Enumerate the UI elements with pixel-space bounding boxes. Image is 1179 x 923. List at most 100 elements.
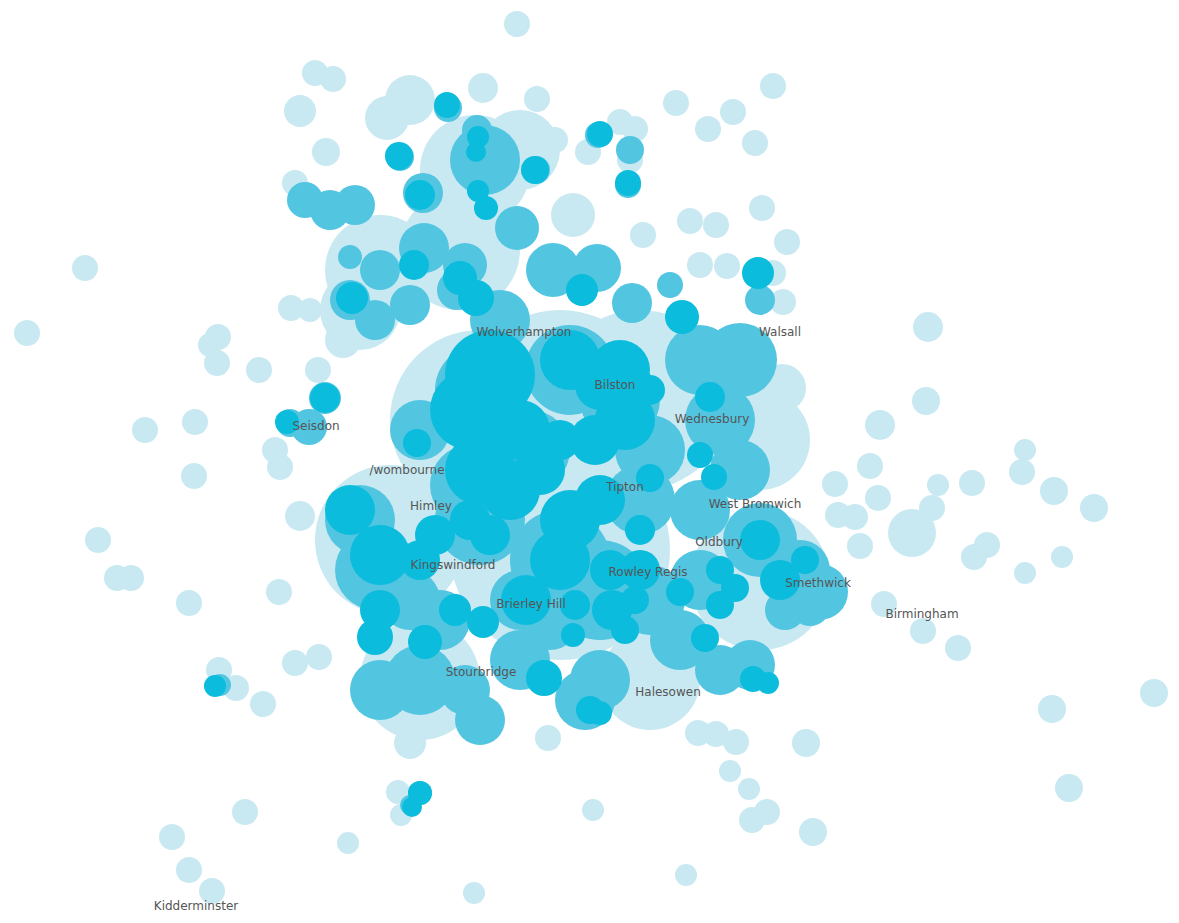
bubble: [399, 250, 429, 280]
bubble: [246, 357, 272, 383]
bubble: [625, 515, 655, 545]
bubble: [615, 170, 641, 196]
bubble: [181, 463, 207, 489]
bubble: [740, 520, 780, 560]
bubble: [335, 185, 375, 225]
place-label: Stourbridge: [446, 665, 517, 679]
bubble: [325, 322, 361, 358]
bubble: [478, 156, 506, 184]
bubble: [309, 382, 341, 414]
bubble: [687, 442, 713, 468]
bubble: [663, 90, 689, 116]
bubble: [204, 675, 226, 697]
bubble: [306, 644, 332, 670]
bubble: [521, 156, 549, 184]
bubble: [394, 727, 426, 759]
place-label: Rowley Regis: [609, 565, 688, 579]
bubble: [754, 799, 780, 825]
bubble: [974, 532, 1000, 558]
bubble: [480, 460, 540, 520]
place-label: Wolverhampton: [477, 325, 572, 339]
place-label: Himley: [410, 499, 452, 513]
place-label: Birmingham: [885, 607, 958, 621]
bubble: [467, 180, 489, 202]
bubble: [927, 474, 949, 496]
bubble: [468, 73, 498, 103]
bubble: [182, 409, 208, 435]
bubble: [691, 624, 719, 652]
bubble: [561, 623, 585, 647]
bubble: [176, 857, 202, 883]
place-labels: WolverhamptonWalsallBilstonSeisdonWednes…: [154, 325, 959, 913]
bubble: [337, 832, 359, 854]
bubble: [945, 635, 971, 661]
bubble: [666, 578, 694, 606]
bubble: [1080, 494, 1108, 522]
bubble: [1014, 562, 1036, 584]
bubble-map: WolverhamptonWalsallBilstonSeisdonWednes…: [0, 0, 1179, 923]
bubble: [535, 725, 561, 751]
bubble: [742, 257, 774, 289]
bubble: [919, 495, 945, 521]
bubble: [587, 121, 613, 147]
bubble: [204, 350, 230, 376]
bubble: [386, 143, 414, 171]
bubble: [285, 501, 315, 531]
bubbles: [14, 11, 1168, 904]
place-label: Bilston: [595, 378, 636, 392]
bubble: [665, 300, 699, 334]
bubble: [305, 357, 331, 383]
bubble: [262, 437, 288, 463]
bubble-group: [14, 11, 1168, 904]
bubble: [357, 619, 393, 655]
bubble: [524, 86, 550, 112]
bubble: [760, 73, 786, 99]
bubble: [774, 229, 800, 255]
bubble: [749, 195, 775, 221]
bubble: [799, 818, 827, 846]
bubble: [463, 882, 485, 904]
bubble: [745, 285, 775, 315]
bubble: [540, 330, 600, 390]
bubble: [714, 253, 740, 279]
place-label: West Bromwich: [709, 497, 802, 511]
bubble: [857, 453, 883, 479]
bubble: [616, 136, 644, 164]
bubble: [621, 586, 649, 614]
bubble-group: [204, 92, 819, 817]
bubble: [611, 616, 639, 644]
place-label: Tipton: [605, 480, 644, 494]
bubble: [266, 579, 292, 605]
bubble: [959, 470, 985, 496]
bubble: [85, 527, 111, 553]
bubble: [555, 670, 615, 730]
bubble: [742, 130, 768, 156]
bubble: [403, 429, 431, 457]
bubble: [842, 504, 868, 530]
bubble: [701, 464, 727, 490]
bubble: [504, 11, 530, 37]
bubble: [588, 701, 612, 725]
bubble: [1038, 695, 1066, 723]
bubble: [865, 485, 891, 511]
bubble: [738, 778, 760, 800]
bubble: [1040, 477, 1068, 505]
bubble: [439, 594, 471, 626]
place-label: Walsall: [759, 325, 801, 339]
bubble: [118, 565, 144, 591]
bubble: [466, 142, 486, 162]
bubble: [677, 208, 703, 234]
bubble: [822, 471, 848, 497]
bubble: [912, 387, 940, 415]
bubble: [720, 99, 746, 125]
bubble: [360, 250, 400, 290]
bubble: [312, 138, 340, 166]
bubble: [408, 781, 432, 805]
bubble: [695, 382, 725, 412]
place-label: Smethwick: [785, 576, 851, 590]
bubble: [467, 606, 499, 638]
bubble: [298, 298, 322, 322]
bubble: [14, 320, 40, 346]
bubble: [250, 691, 276, 717]
bubble: [385, 75, 435, 125]
